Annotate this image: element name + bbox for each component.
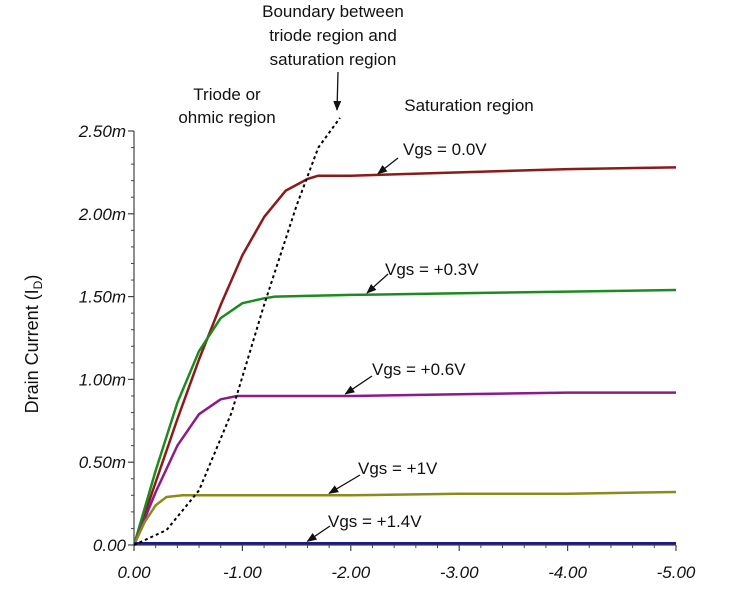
x-tick-label: -3.00 — [440, 563, 479, 582]
chart-axes — [133, 131, 676, 546]
y-tick-label: 1.00m — [79, 370, 126, 389]
y-axis-label-subscript: D — [31, 280, 45, 289]
chart-series — [132, 117, 677, 546]
x-tick-label: -4.00 — [548, 563, 587, 582]
region-labels: Boundary between triode region and satur… — [178, 2, 533, 127]
boundary-arrow — [333, 71, 342, 111]
chart-annotations: Vgs = 0.0V Vgs = +0.3V Vgs = +0.6V Vgs = +1… — [306, 71, 487, 542]
series-line-3 — [132, 490, 677, 546]
y-tick-label: 1.50m — [79, 288, 126, 307]
y-axis-label: Drain Current (ID) — [22, 275, 45, 414]
x-tick-label: -2.00 — [331, 563, 370, 582]
annotation-label-vgs14: Vgs = +1.4V — [328, 512, 422, 531]
series-line-2 — [132, 391, 676, 546]
y-axis-label-close: ) — [22, 275, 42, 281]
series-line-0 — [132, 166, 677, 546]
boundary-label-line-3: saturation region — [270, 50, 397, 69]
annotation-label-vgs1: Vgs = +1V — [358, 459, 438, 478]
y-tick-label: 0.50m — [79, 453, 126, 472]
y-tick-label: 2.50m — [78, 122, 126, 141]
triode-label-line-1: Triode or — [193, 85, 261, 104]
annotation-label-vgs06: Vgs = +0.6V — [372, 360, 466, 379]
annotation-arrow-vgs06 — [344, 375, 373, 395]
annotation-arrow-vgs00 — [377, 157, 399, 175]
series-line-5 — [133, 117, 341, 546]
x-tick-label: -1.00 — [223, 563, 262, 582]
x-tick-label: -5.00 — [657, 563, 696, 582]
chart-ticks: 0.00 0.50m 1.00m 1.50m 2.00m 2.50m 0.00 -1.00 -2… — [78, 122, 696, 582]
annotation-arrow-vgs03 — [366, 273, 389, 294]
boundary-label-line-2: triode region and — [269, 26, 397, 45]
annotation-arrow-vgs1 — [328, 474, 361, 494]
x-tick-label: 0.00 — [117, 563, 151, 582]
boundary-label-line-1: Boundary between — [262, 2, 404, 21]
series-line-1 — [132, 288, 677, 546]
saturation-label: Saturation region — [404, 96, 533, 115]
y-tick-label: 2.00m — [78, 205, 126, 224]
annotation-arrow-vgs14 — [306, 525, 331, 542]
y-tick-label: 0.00 — [93, 536, 127, 555]
annotation-label-vgs03: Vgs = +0.3V — [385, 260, 479, 279]
annotation-label-vgs00: Vgs = 0.0V — [403, 140, 487, 159]
y-axis-label-main: Drain Current (I — [22, 289, 42, 413]
triode-label-line-2: ohmic region — [178, 108, 275, 127]
